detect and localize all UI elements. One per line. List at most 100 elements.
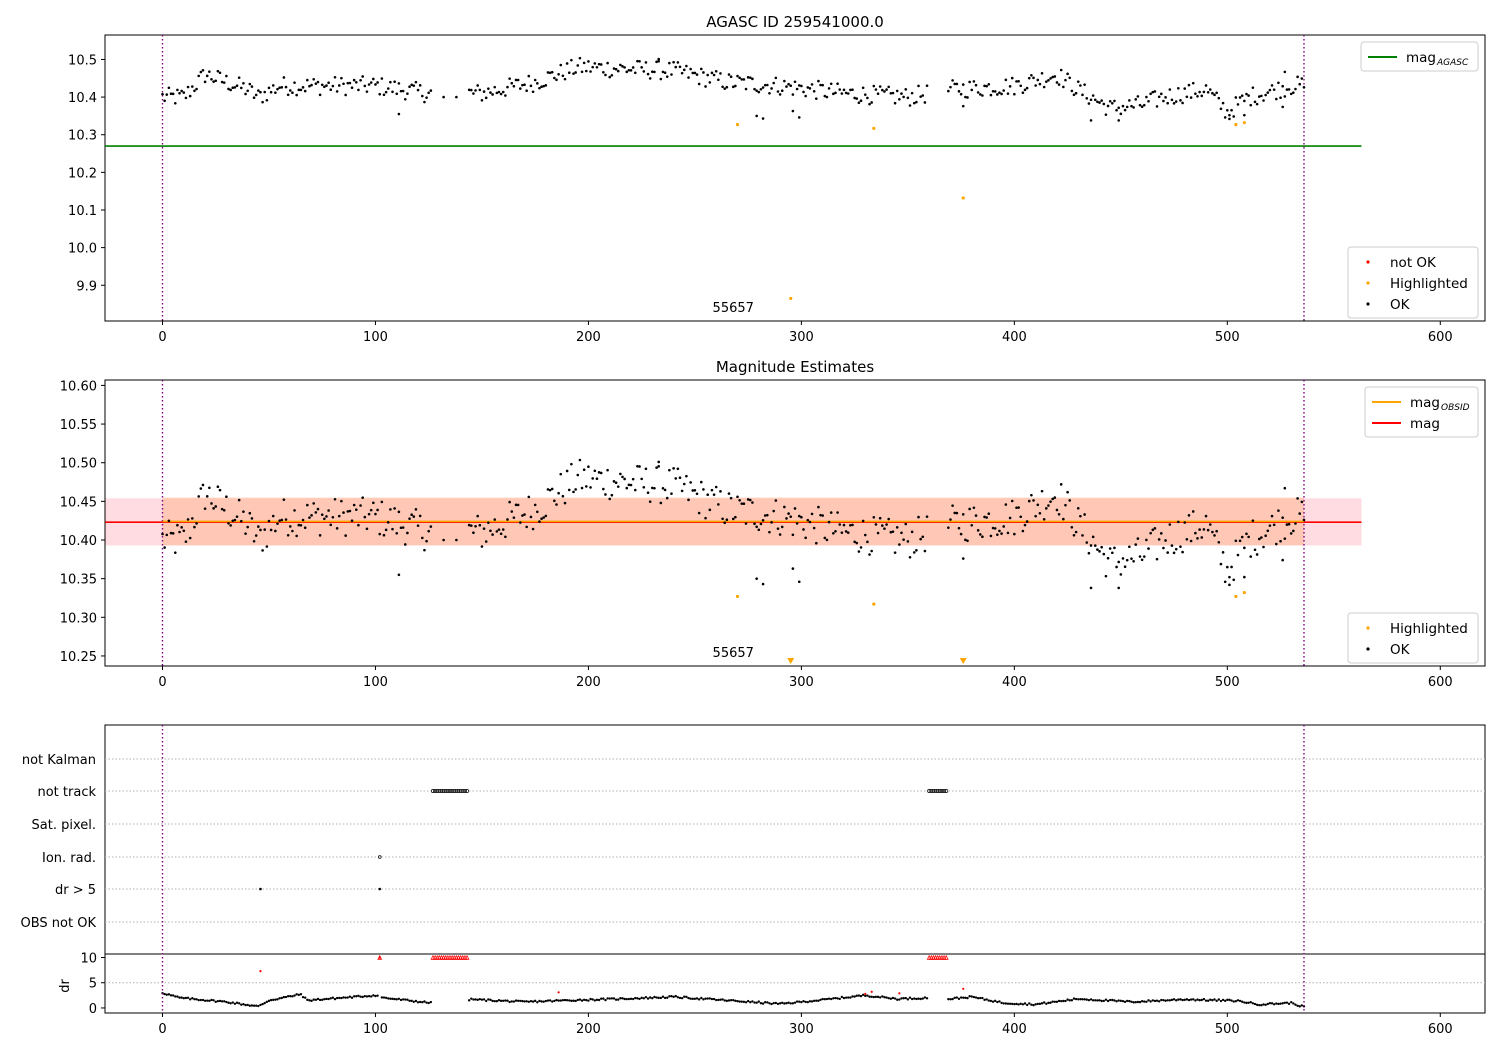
p1-point-ok-286 (802, 90, 805, 94)
p3-dr-point-162 (506, 999, 509, 1002)
p2-point-ok-102 (378, 532, 382, 536)
p1-point-ok-260 (746, 76, 750, 79)
p2-point-ok-329 (893, 551, 897, 554)
p1-point-ok-8 (178, 91, 181, 95)
p2-point-ok-34 (233, 518, 237, 522)
p1-point-ok-279 (787, 82, 790, 86)
p1-point-ok-209 (638, 60, 641, 63)
p3-dr-point-76 (323, 997, 326, 1001)
p1-point-ok-405 (1074, 91, 1078, 95)
p2-point-ok-15 (193, 525, 196, 529)
p2-point-ok-202 (623, 477, 626, 481)
p2-point-ok-161 (536, 510, 539, 514)
p3-dr-point-492 (1209, 998, 1212, 1001)
p2-point-ok-391 (1044, 507, 1048, 510)
p1-point-ok-358 (974, 83, 978, 87)
p1-point-ok-281 (791, 93, 795, 96)
p2-point-ok-508 (1294, 522, 1297, 525)
p2-point-ok-81 (333, 497, 337, 501)
p2-point-ok-344 (925, 515, 929, 518)
p3-dr-point-166 (514, 999, 518, 1002)
p3-flag-ion-rad-0 (377, 855, 382, 859)
p2-point-ok-259 (744, 522, 748, 525)
p3-dr-point-210 (608, 997, 611, 1000)
p3-dr-point-61 (291, 995, 294, 998)
p2-point-ok-404 (1072, 533, 1076, 537)
p1-point-ok-265 (757, 90, 761, 94)
p1-point-ok-519 (1089, 119, 1093, 122)
p2-point-ok-296 (823, 536, 827, 540)
p2-point-ok-304 (840, 531, 844, 534)
p3-dr-point-75 (321, 998, 324, 1002)
p1-point-ok-338 (912, 101, 916, 105)
p1-point-ok-200 (619, 63, 622, 67)
p1-point-ok-109 (393, 80, 396, 84)
p3-dr-point-216 (621, 997, 624, 1000)
p1-point-ok-524 (1283, 70, 1287, 74)
p2-point-ok-186 (589, 486, 592, 489)
p2-point-ok-178 (572, 490, 575, 494)
p3-dr-point-278 (753, 1001, 756, 1004)
p1-point-ok-483 (1240, 94, 1244, 97)
p3-dr-point-302 (804, 1000, 807, 1004)
p1-point-ok-142 (495, 91, 499, 95)
p2-ytick-label-2: 10.35 (60, 573, 97, 588)
p2-point-ok-439 (1147, 547, 1150, 550)
p2-point-ok-483 (1240, 535, 1244, 539)
p1-point-ok-27 (218, 71, 222, 75)
p1-point-ok-407 (1079, 84, 1082, 87)
p2-point-ok-261 (748, 498, 752, 502)
p1-point-ok-384 (1030, 73, 1033, 77)
p1-point-ok-278 (785, 85, 788, 88)
p2-point-ok-16 (195, 522, 198, 525)
p3-dr-point-327 (857, 994, 861, 997)
p3-flag-not-track-0-129 (435, 789, 440, 793)
p3-dr-point-503 (1232, 1000, 1235, 1003)
p1-point-highlighted-4 (1234, 122, 1238, 127)
p3-dr-point-471 (1164, 999, 1167, 1002)
p2-point-ok-197 (612, 480, 616, 483)
p2-point-ok-347 (951, 504, 954, 507)
p2-point-ok-510 (1298, 512, 1302, 515)
p3-dr-point-344 (893, 997, 897, 1000)
p1-point-ok-28 (220, 80, 224, 84)
p2-point-ok-441 (1151, 528, 1155, 532)
p1-point-ok-413 (1091, 94, 1095, 97)
p2-point-ok-40 (246, 525, 249, 529)
p2-point-ok-96 (365, 527, 369, 531)
p3-dr-point-300 (800, 1001, 803, 1004)
p3-dr-point-453 (1126, 999, 1129, 1003)
p1-point-ok-271 (770, 87, 773, 90)
p2-point-ok-192 (602, 487, 605, 491)
p1-point-ok-61 (291, 91, 294, 95)
p3-dr-point-283 (763, 1001, 767, 1004)
p2-point-ok-241 (706, 493, 709, 497)
p1-point-ok-445 (1159, 92, 1163, 96)
p2-point-ok-373 (1006, 531, 1010, 535)
p2-point-ok-299 (829, 511, 833, 514)
p1-point-ok-473 (1219, 107, 1223, 111)
p3-dr-point-304 (808, 1000, 812, 1003)
p3-dr-point-476 (1175, 999, 1178, 1002)
p1-point-ok-385 (1032, 76, 1035, 80)
p1-point-ok-125 (427, 91, 431, 95)
p3-dr-point-189 (563, 998, 567, 1002)
p1-point-ok-22 (208, 70, 211, 73)
p3-dr-point-532 (1294, 1003, 1297, 1006)
p3-flag-not-track-0-130 (437, 789, 442, 793)
p3-dr-point-184 (553, 999, 556, 1003)
p3-dr-point-10 (182, 997, 185, 1000)
p2-point-ok-407 (1079, 514, 1082, 518)
p1-point-ok-258 (742, 78, 746, 81)
p3-flag-not-track-0-127 (431, 789, 435, 793)
p2-point-highlighted-0 (735, 594, 740, 599)
p3-dr-point-479 (1181, 998, 1184, 1002)
p3-dr-point-49 (265, 1000, 269, 1004)
p1-point-ok-100 (374, 83, 377, 86)
p2-point-ok-323 (881, 524, 884, 527)
p2-point-ok-354 (966, 539, 969, 543)
p2-point-ok-267 (761, 519, 765, 522)
p3-dr-point-51 (269, 998, 273, 1002)
p1-point-ok-42 (250, 85, 254, 88)
p2-point-ok-264 (755, 525, 758, 529)
